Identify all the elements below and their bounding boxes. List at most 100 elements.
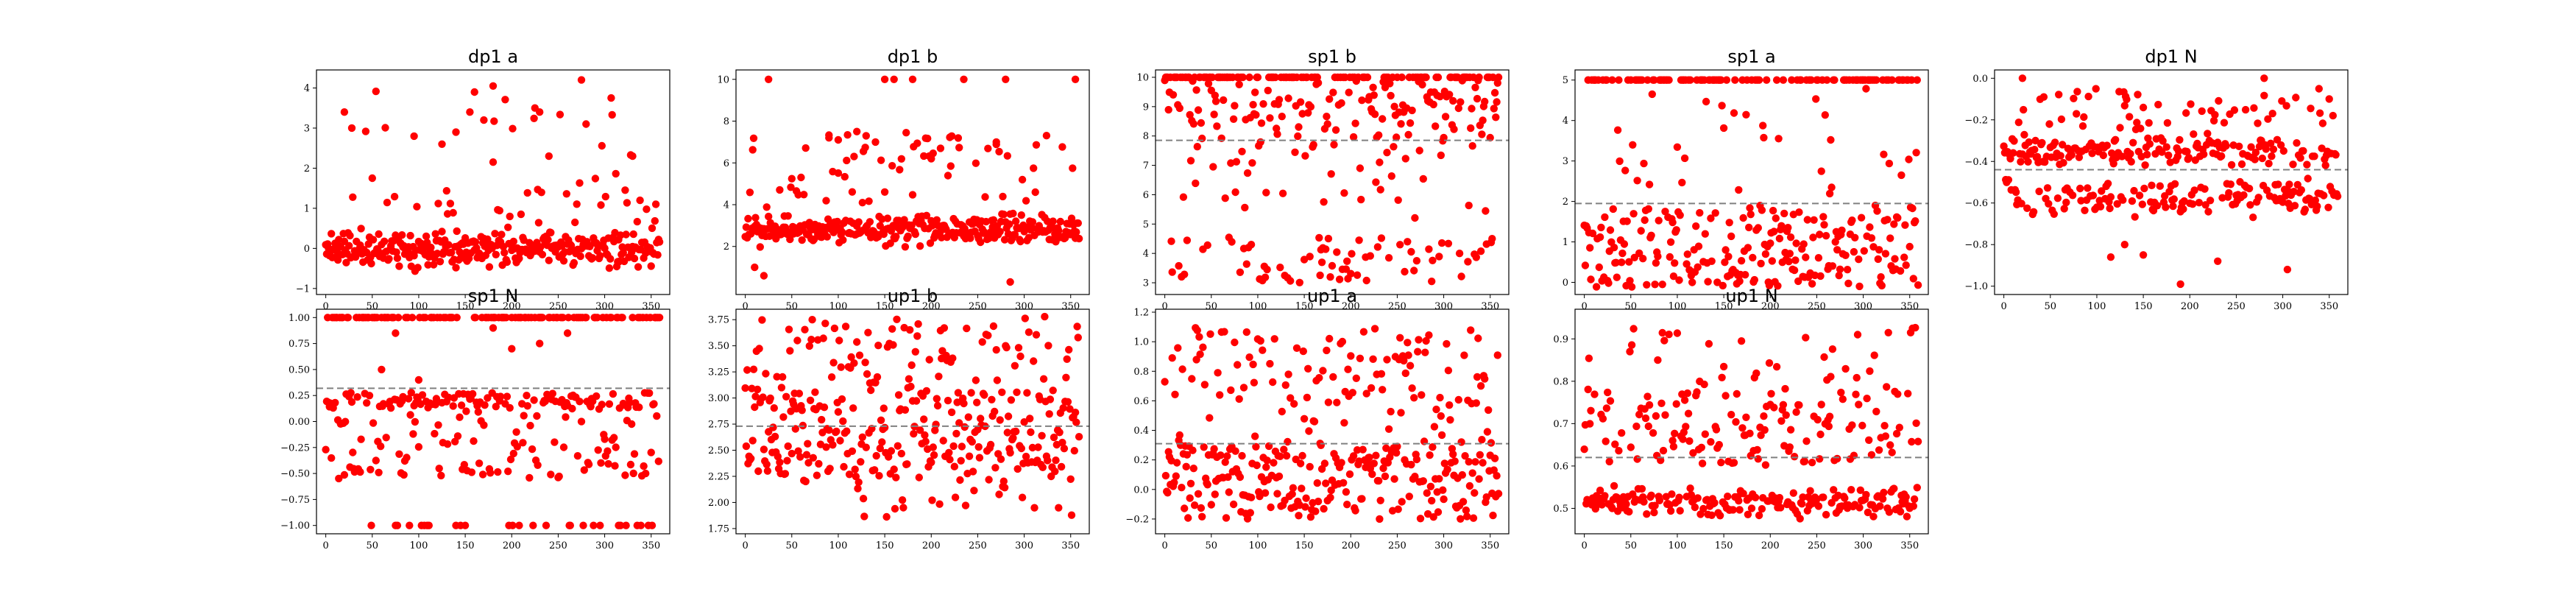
data-point xyxy=(848,188,857,196)
data-point xyxy=(1235,395,1243,403)
data-point xyxy=(749,437,757,445)
data-point xyxy=(1295,278,1304,286)
data-point xyxy=(1412,455,1421,464)
data-point xyxy=(1421,348,1429,356)
data-point xyxy=(875,472,883,480)
data-point xyxy=(1025,328,1033,336)
data-point xyxy=(1712,426,1721,434)
data-point xyxy=(1906,242,1914,251)
data-point xyxy=(1261,273,1270,281)
data-point xyxy=(1696,208,1704,217)
data-point xyxy=(933,401,942,410)
data-point xyxy=(1789,489,1797,497)
y-tick-label: 8 xyxy=(723,116,729,127)
data-point xyxy=(1288,490,1296,498)
data-point xyxy=(1377,370,1386,378)
data-point xyxy=(523,402,531,410)
data-point xyxy=(2240,191,2248,200)
data-point xyxy=(647,262,655,270)
data-point xyxy=(456,413,464,421)
data-point xyxy=(1490,454,1499,462)
data-point xyxy=(596,521,604,529)
data-point xyxy=(1755,76,1763,84)
data-point xyxy=(1186,157,1195,165)
data-point xyxy=(1406,119,1415,127)
data-point xyxy=(1387,172,1396,180)
x-tick-label: 150 xyxy=(876,540,894,551)
data-point xyxy=(1239,73,1247,82)
data-point xyxy=(920,152,928,161)
y-tick-label: −1 xyxy=(296,283,310,294)
data-point xyxy=(2153,202,2162,210)
y-tick-label: −0.8 xyxy=(1964,240,1988,251)
data-point xyxy=(1659,446,1668,455)
data-point xyxy=(1795,401,1803,409)
data-point xyxy=(1303,393,1312,402)
data-point xyxy=(1032,331,1041,339)
data-point xyxy=(523,392,531,400)
data-point xyxy=(1606,226,1615,234)
data-point xyxy=(1901,221,1909,229)
data-point xyxy=(1368,470,1376,479)
data-point xyxy=(1063,355,1071,363)
data-point xyxy=(1287,277,1295,285)
data-point xyxy=(1375,131,1383,139)
data-point xyxy=(911,230,920,239)
data-point xyxy=(500,249,509,257)
data-point xyxy=(1347,269,1355,278)
data-point xyxy=(1007,396,1016,404)
x-tick-label: 0 xyxy=(2000,301,2006,312)
data-point xyxy=(2017,158,2025,166)
data-point xyxy=(1875,446,1883,454)
data-point xyxy=(797,173,805,182)
data-point xyxy=(841,172,849,181)
data-point xyxy=(854,484,862,493)
data-point xyxy=(2333,192,2342,200)
data-point xyxy=(921,431,929,440)
data-point xyxy=(1275,96,1284,104)
data-point xyxy=(2273,135,2282,144)
data-point xyxy=(1384,425,1393,433)
data-point xyxy=(1827,183,1836,191)
data-point xyxy=(1373,243,1382,251)
y-tick-label: 4 xyxy=(304,83,310,94)
data-point xyxy=(1724,493,1732,501)
data-point xyxy=(1797,76,1805,84)
data-point xyxy=(471,314,480,322)
data-point xyxy=(1828,262,1837,270)
data-point xyxy=(1888,76,1896,84)
data-point xyxy=(1766,239,1774,247)
data-point xyxy=(1672,226,1680,234)
x-tick-label: 0 xyxy=(322,301,328,312)
data-point xyxy=(1481,375,1489,383)
data-point xyxy=(1883,216,1892,224)
data-point xyxy=(2043,184,2052,192)
x-tick-label: 50 xyxy=(367,301,379,312)
data-point xyxy=(928,496,936,504)
data-point xyxy=(1866,223,1874,231)
data-point xyxy=(1823,76,1831,84)
data-point xyxy=(1316,271,1324,280)
data-point xyxy=(1200,381,1209,389)
data-point xyxy=(1000,236,1009,244)
data-point xyxy=(788,174,796,183)
data-point xyxy=(958,442,966,451)
data-point xyxy=(413,202,421,211)
data-point xyxy=(2133,119,2141,127)
data-point xyxy=(512,428,520,436)
data-point xyxy=(1816,430,1825,439)
data-point xyxy=(1863,395,1871,403)
data-point xyxy=(1852,390,1860,398)
data-point xyxy=(824,215,832,223)
data-point xyxy=(847,353,855,361)
data-point xyxy=(900,216,908,224)
data-point xyxy=(1760,133,1768,142)
data-point xyxy=(1203,481,1211,489)
y-tick-label: 0.0 xyxy=(1972,74,1988,85)
data-point xyxy=(1002,343,1011,352)
data-point xyxy=(1765,359,1774,367)
data-point xyxy=(822,443,830,451)
data-point xyxy=(2106,204,2114,213)
data-point xyxy=(528,445,537,454)
data-point xyxy=(1075,433,1083,441)
